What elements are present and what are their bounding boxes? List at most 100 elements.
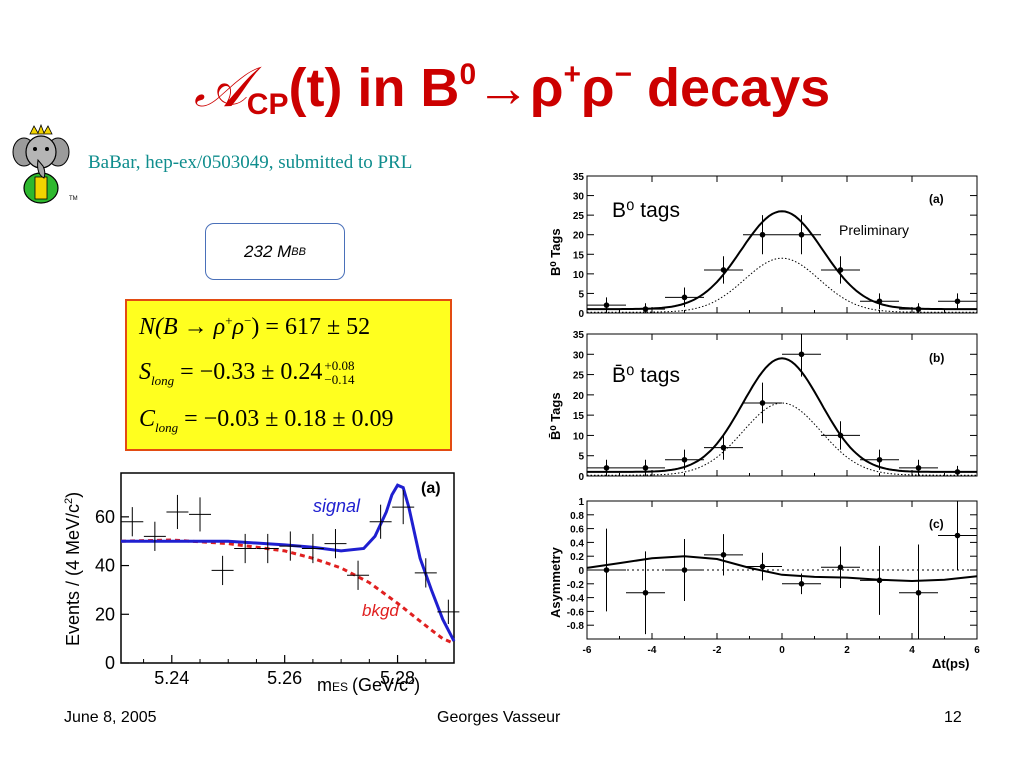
mes-xlabel-sub: ES — [332, 680, 348, 694]
dt-ytick-label: 0.8 — [570, 511, 584, 522]
mes-frame — [120, 472, 455, 664]
title-rest: (t) in B — [288, 58, 460, 118]
reference-text: BaBar, hep-ex/0503049, submitted to PRL — [88, 152, 413, 173]
dt-point-marker — [603, 567, 610, 573]
mbb-box: 232 M BB — [205, 223, 345, 280]
result-s-err-down: −0.14 — [324, 372, 355, 388]
dt-ytick-label: 15 — [573, 411, 585, 422]
dt-data-point — [899, 459, 938, 476]
dt-point-marker — [603, 302, 610, 308]
dt-data-point — [665, 538, 704, 602]
result-s: Slong = −0.33 ± 0.24 +0.08 −0.14 — [139, 359, 354, 389]
result-s-err-up: +0.08 — [324, 358, 355, 374]
mes-xtick-label: 5.24 — [154, 668, 189, 688]
mes-data-point — [301, 533, 324, 564]
dt-ytick-label: 0 — [578, 472, 584, 483]
title-rho1-sup: + — [563, 58, 582, 91]
signal-curve — [121, 483, 456, 642]
dt-data-point — [899, 303, 938, 313]
mes-xtick-label: 5.28 — [380, 668, 415, 688]
mes-data-point — [437, 599, 460, 625]
mes-data-point — [166, 494, 189, 530]
dt-point-marker — [642, 589, 649, 596]
mes-data-point — [121, 507, 144, 537]
mes-data-point — [143, 521, 166, 551]
panel-b-label: (b) — [929, 351, 944, 365]
panel-a-label: (a) — [929, 192, 944, 206]
dt-point-marker — [759, 231, 766, 238]
mbb-text: 232 M — [244, 241, 292, 261]
dt-component-curve — [587, 402, 977, 476]
dt-data-point — [860, 449, 899, 470]
result-n-sup2: − — [244, 313, 252, 328]
dt-data-point — [743, 552, 782, 581]
bkgd-curve — [120, 538, 455, 645]
mes-data-point — [234, 533, 257, 564]
result-s-rhs: = −0.33 ± 0.24 — [180, 359, 323, 385]
dt-data-point — [743, 215, 782, 255]
dt-point-marker — [954, 532, 961, 539]
title-rho2: ρ — [581, 58, 615, 118]
dt-ytick-label: 0 — [578, 566, 584, 577]
title-end: decays — [632, 58, 831, 118]
dt-ytick-label: 20 — [573, 391, 585, 402]
dt-ytick-label: 30 — [573, 192, 585, 203]
result-n-lhs: N(B → ρ — [139, 314, 226, 340]
mes-data-point — [279, 531, 302, 561]
dt-data-point — [938, 293, 977, 310]
dt-point-marker — [876, 456, 883, 463]
footer-author: Georges Vasseur — [437, 709, 561, 726]
dt-ytick-label: 10 — [573, 270, 585, 281]
dt-data-point — [743, 382, 782, 424]
dt-total-curve — [587, 210, 977, 311]
mes-data-point — [211, 555, 234, 586]
title-symbol: 𝒜 — [193, 55, 247, 120]
dt-point-marker — [759, 563, 766, 570]
mes-ytick-label: 20 — [95, 604, 115, 624]
panel-a-legend: B⁰ tags — [612, 199, 680, 222]
dt-ytick-label: 10 — [573, 431, 585, 442]
dt-point-marker — [837, 267, 844, 273]
dt-ytick-label: 5 — [578, 452, 584, 463]
mes-ylabel-text: Events / (4 MeV/c — [63, 504, 83, 646]
dt-data-point — [860, 545, 899, 615]
mes-ylabel: Events / (4 MeV/c2) — [63, 492, 83, 646]
dt-point-marker — [759, 400, 766, 406]
dt-ytick-label: 0 — [578, 309, 584, 320]
dt-xtick-label: -6 — [583, 645, 592, 656]
signal-label: signal — [313, 496, 361, 516]
dt-point-marker — [642, 306, 649, 312]
babar-logo-icon: TM — [12, 123, 78, 204]
mes-xlabel-m: m — [317, 675, 332, 695]
dt-ytick-label: -0.8 — [567, 621, 585, 632]
result-c: Clong = −0.03 ± 0.18 ± 0.09 — [139, 406, 394, 436]
dt-point-marker — [837, 432, 844, 439]
dt-point-marker — [720, 267, 727, 273]
title-sub: CP — [246, 88, 289, 121]
mes-data-point — [189, 497, 212, 532]
dt-point-marker — [876, 298, 883, 305]
result-c-lhs: C — [139, 406, 156, 432]
panel-a-ylabel: B⁰ Tags — [548, 228, 563, 276]
dt-point-marker — [681, 567, 688, 573]
dt-ytick-label: 30 — [573, 350, 585, 361]
dt-point-marker — [720, 444, 727, 451]
result-s-lhs: S — [139, 359, 151, 385]
dt-ytick-label: -0.6 — [567, 607, 585, 618]
dt-ytick-label: 25 — [573, 371, 585, 382]
dt-data-point — [665, 449, 704, 470]
dt-data-point — [665, 287, 704, 308]
dt-ytick-label: 1 — [578, 497, 584, 508]
dt-point-marker — [720, 552, 727, 558]
dt-ytick-label: 0.4 — [570, 538, 584, 549]
dt-xtick-label: 2 — [844, 645, 850, 656]
mes-ylabel-sup: 2 — [63, 498, 75, 504]
slide-title: 𝒜CP(t) in B0→ρ+ρ− decays — [0, 55, 1024, 122]
mes-ytick-label: 60 — [95, 507, 115, 527]
dt-point-marker — [681, 294, 688, 301]
dt-xtick-label: 6 — [974, 645, 980, 656]
dt-ytick-label: 35 — [573, 172, 585, 183]
dt-data-point — [704, 534, 743, 576]
mes-xlabel-unit: (GeV/c — [352, 675, 408, 695]
dt-point-marker — [798, 231, 805, 238]
